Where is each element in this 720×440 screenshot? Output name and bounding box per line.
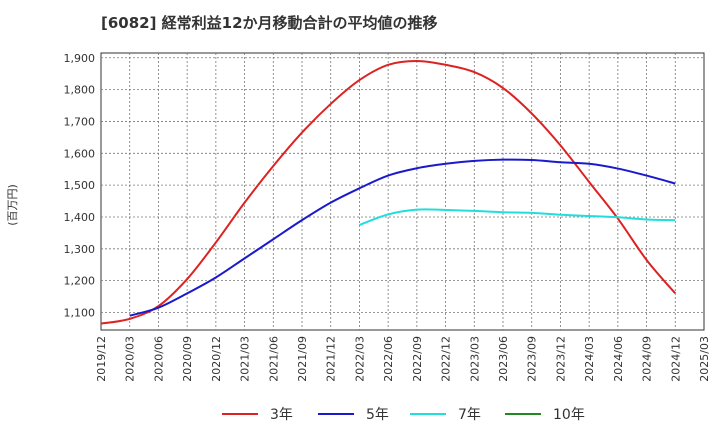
x-tick-label: 2020/12 bbox=[210, 336, 223, 382]
legend-item: 3年 bbox=[222, 404, 293, 424]
y-tick-label: 1,500 bbox=[64, 179, 96, 192]
legend-swatch bbox=[505, 413, 541, 415]
x-tick-label: 2024/06 bbox=[612, 336, 625, 382]
y-tick-label: 1,400 bbox=[64, 211, 96, 224]
x-tick-label: 2021/03 bbox=[239, 336, 252, 382]
chart-title: [6082] 経常利益12か月移動合計の平均値の推移 bbox=[101, 14, 438, 32]
x-tick-label: 2023/09 bbox=[526, 336, 539, 382]
x-tick-label: 2022/12 bbox=[440, 336, 453, 382]
x-tick-label: 2024/03 bbox=[583, 336, 596, 382]
x-tick-label: 2020/03 bbox=[124, 336, 137, 382]
x-tick-label: 2022/09 bbox=[411, 336, 424, 382]
y-axis-ticks: 1,100 1,200 1,300 1,400 1,500 1,600 1,700 1,800… bbox=[64, 52, 96, 320]
legend-swatch bbox=[410, 413, 446, 415]
x-tick-label: 2023/06 bbox=[497, 336, 510, 382]
legend-label: 3年 bbox=[270, 407, 293, 423]
x-tick-label: 2025/03 bbox=[698, 336, 711, 382]
y-tick-label: 1,600 bbox=[64, 147, 96, 160]
x-tick-label: 2024/09 bbox=[641, 336, 654, 382]
x-tick-label: 2023/03 bbox=[468, 336, 481, 382]
series-lines bbox=[100, 59, 677, 325]
x-tick-label: 2021/12 bbox=[325, 336, 338, 382]
y-tick-label: 1,100 bbox=[64, 306, 96, 319]
legend-swatch bbox=[318, 413, 354, 415]
series-line bbox=[100, 59, 677, 325]
y-tick-label: 1,800 bbox=[64, 84, 96, 97]
legend-item: 5年 bbox=[318, 404, 389, 424]
legend: 3年 5年 7年 10年 bbox=[0, 404, 720, 426]
x-tick-label: 2019/12 bbox=[95, 336, 108, 382]
x-axis-ticks: 2019/12 2020/03 2020/06 2020/09 2020/12 2021/… bbox=[95, 336, 711, 382]
y-tick-label: 1,200 bbox=[64, 275, 96, 288]
legend-label: 5年 bbox=[366, 407, 389, 423]
x-tick-label: 2021/06 bbox=[267, 336, 280, 382]
x-tick-label: 2020/09 bbox=[181, 336, 194, 382]
x-tick-label: 2023/12 bbox=[554, 336, 567, 382]
legend-item: 7年 bbox=[410, 404, 481, 424]
x-tick-label: 2022/03 bbox=[353, 336, 366, 382]
x-tick-label: 2020/06 bbox=[152, 336, 165, 382]
y-tick-label: 1,300 bbox=[64, 243, 96, 256]
grid bbox=[101, 53, 704, 330]
plot-area bbox=[100, 52, 705, 331]
x-tick-label: 2024/12 bbox=[669, 336, 682, 382]
legend-label: 10年 bbox=[553, 407, 585, 423]
legend-swatch bbox=[222, 413, 258, 415]
legend-label: 7年 bbox=[458, 407, 481, 423]
x-tick-label: 2021/09 bbox=[296, 336, 309, 382]
y-tick-label: 1,900 bbox=[64, 52, 96, 65]
x-tick-label: 2022/06 bbox=[382, 336, 395, 382]
series-line bbox=[359, 208, 676, 226]
y-tick-label: 1,700 bbox=[64, 115, 96, 128]
series-line bbox=[129, 158, 676, 317]
legend-item: 10年 bbox=[505, 404, 585, 424]
